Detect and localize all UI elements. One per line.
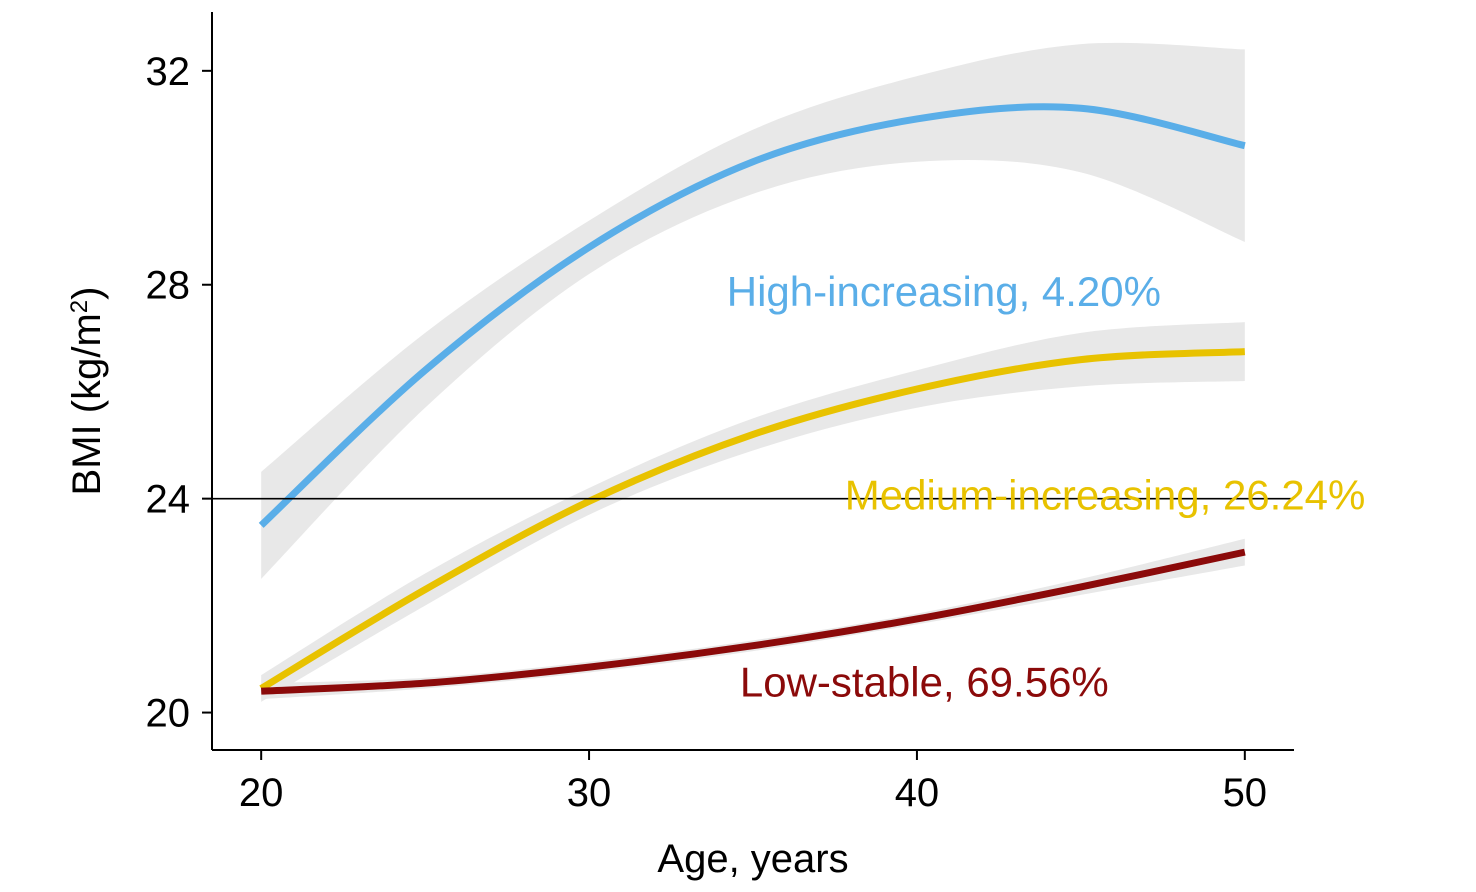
low-stable-confidence-band — [261, 538, 1245, 700]
x-tick-label-20: 20 — [239, 771, 284, 815]
medium-increasing-line — [259, 348, 1245, 692]
axes — [211, 12, 1294, 751]
series-lines — [258, 103, 1246, 695]
y-axis-title-main: BMI (kg/m — [65, 313, 109, 495]
y-tick-label-32: 32 — [146, 50, 191, 94]
confidence-bands — [261, 42, 1245, 702]
y-axis-title: BMI (kg/m2) — [65, 287, 109, 496]
medium-increasing-label: Medium-increasing, 26.24% — [845, 471, 1366, 518]
tick-marks: 20 30 40 50 20 24 28 32 — [146, 50, 1268, 815]
high-increasing-label: High-increasing, 4.20% — [727, 268, 1161, 315]
series-labels: High-increasing, 4.20% Medium-increasing,… — [727, 268, 1366, 705]
high-increasing-confidence-band — [261, 42, 1245, 579]
y-axis-title-close: ) — [65, 287, 109, 300]
y-axis-title-superscript: 2 — [66, 300, 93, 313]
y-tick-label-24: 24 — [146, 478, 191, 522]
y-tick-label-20: 20 — [146, 692, 191, 736]
low-stable-label: Low-stable, 69.56% — [740, 659, 1109, 706]
x-tick-label-30: 30 — [567, 771, 612, 815]
x-tick-label-50: 50 — [1223, 771, 1268, 815]
y-tick-label-28: 28 — [146, 264, 191, 308]
x-axis-title: Age, years — [657, 837, 848, 881]
x-tick-label-40: 40 — [895, 771, 940, 815]
low-stable-line — [261, 548, 1246, 695]
high-increasing-line — [258, 103, 1246, 528]
medium-increasing-confidence-band — [261, 322, 1245, 702]
